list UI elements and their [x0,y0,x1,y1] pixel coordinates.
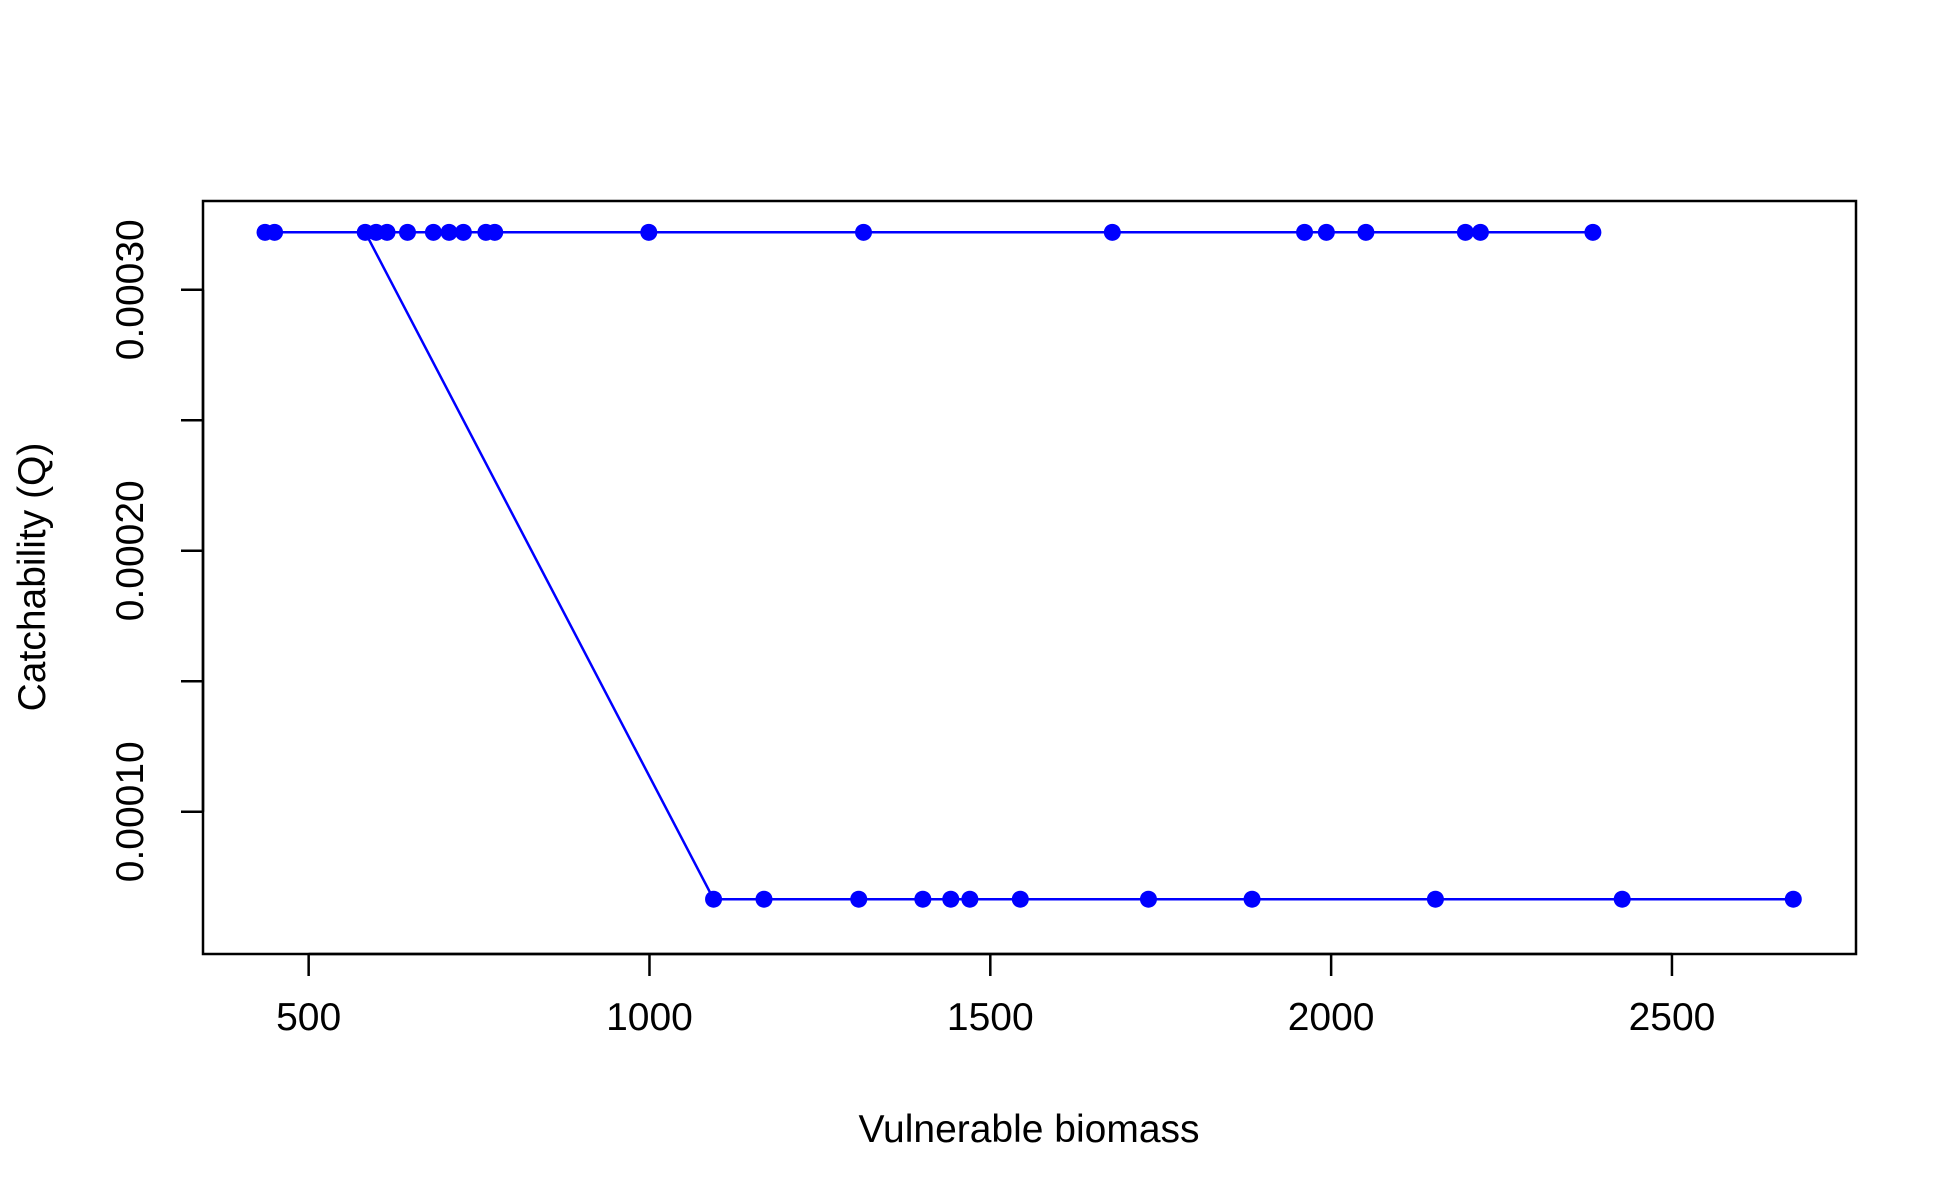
x-tick-label: 1000 [606,996,693,1039]
data-point [1243,890,1261,908]
x-axis-title: Vulnerable biomass [858,1108,1199,1151]
data-point [398,223,416,241]
data-point [424,223,442,241]
data-point [705,890,723,908]
data-point [755,890,773,908]
y-axis-title: Catchability (Q) [11,443,54,712]
data-point [850,890,868,908]
x-tick-label: 2500 [1629,996,1716,1039]
data-point [486,223,504,241]
x-tick-label: 1500 [947,996,1034,1039]
data-point [1317,223,1335,241]
y-tick-label: 0.00020 [109,480,152,621]
data-point [1139,890,1157,908]
y-tick-label: 0.00010 [109,741,152,882]
data-point [942,890,960,908]
data-point [1471,223,1489,241]
data-point [1784,890,1802,908]
data-point [440,223,458,241]
y-axis: 0.00010 0.00020 0.00030 [109,219,205,882]
data-point [1456,223,1474,241]
data-point [961,890,979,908]
data-point [855,223,873,241]
series-layer [256,223,1802,908]
x-tick-label: 500 [276,996,341,1039]
data-point [1426,890,1444,908]
data-point [1584,223,1602,241]
x-tick-label: 2000 [1288,996,1375,1039]
data-point [378,223,396,241]
data-point [1011,890,1029,908]
data-point [914,890,932,908]
data-point [1357,223,1375,241]
data-point [1103,223,1121,241]
data-point [454,223,472,241]
data-point [640,223,658,241]
data-point [1296,223,1314,241]
plot-frame [201,199,1858,956]
data-point [1613,890,1631,908]
data-point [266,223,284,241]
series-line [265,231,1794,901]
y-tick-label: 0.00030 [109,219,152,360]
x-axis: 500 1000 1500 2000 2500 [276,952,1716,1039]
